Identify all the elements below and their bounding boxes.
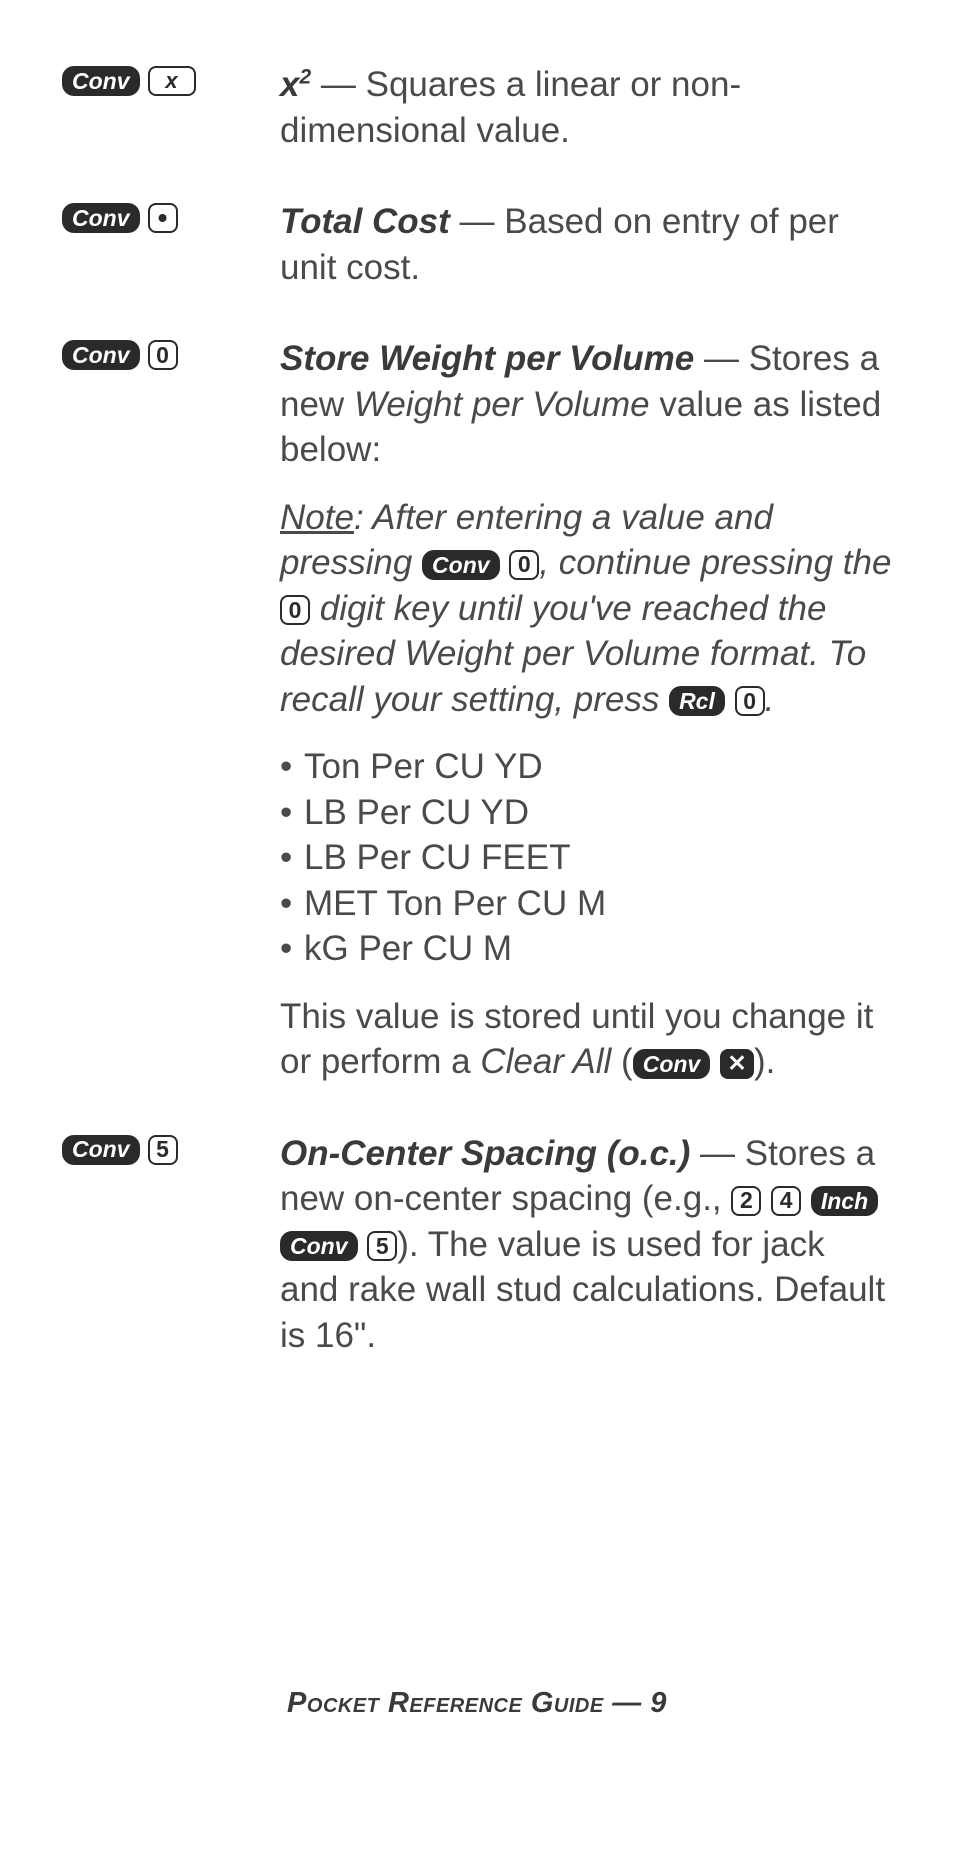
keys-totalcost: Conv: [62, 199, 280, 312]
list-item: •LB Per CU YD: [280, 790, 892, 836]
four-key-icon: 4: [771, 1186, 801, 1216]
list-item: •MET Ton Per CU M: [280, 881, 892, 927]
rcl-key-icon: Rcl: [669, 686, 725, 716]
conv-key-icon: Conv: [280, 1231, 358, 1261]
zero-key-icon: 0: [509, 550, 539, 580]
page-content: Conv x x2 — Squares a linear or non-dime…: [62, 62, 892, 1404]
bullet-list: •Ton Per CU YD •LB Per CU YD •LB Per CU …: [280, 744, 892, 972]
list-item: •kG Per CU M: [280, 926, 892, 972]
note-p2: , continue pressing the: [539, 543, 891, 582]
list-item: •LB Per CU FEET: [280, 835, 892, 881]
list-item: •Ton Per CU YD: [280, 744, 892, 790]
two-key-icon: 2: [731, 1186, 761, 1216]
five-key-icon: 5: [367, 1231, 397, 1261]
footer-text: Pocket Reference Guide — 9: [287, 1687, 667, 1719]
conv-key-icon: Conv: [633, 1049, 711, 1079]
desc-oncenter: On-Center Spacing (o.c.) — Stores a new …: [280, 1131, 892, 1381]
dot-key-icon: [148, 203, 178, 233]
bullet-text: MET Ton Per CU M: [304, 881, 606, 927]
term-oncenter: On-Center Spacing (o.c.): [280, 1134, 690, 1173]
x-key-icon: ✕: [720, 1049, 754, 1079]
bullet-text: LB Per CU FEET: [304, 835, 570, 881]
note-p3: digit key until you've reached the desir…: [280, 589, 866, 719]
bullet-text: kG Per CU M: [304, 926, 512, 972]
after-text: This value is stored until you change it…: [280, 994, 892, 1085]
entry-oncenter: Conv 5 On-Center Spacing (o.c.) — Stores …: [62, 1131, 892, 1381]
conv-key-icon: Conv: [62, 203, 140, 233]
after-paren-close: ).: [754, 1042, 775, 1081]
conv-key-icon: Conv: [62, 340, 140, 370]
sqrt-key-icon: x: [148, 66, 196, 96]
conv-key-icon: Conv: [62, 1135, 140, 1165]
keys-xsq: Conv x: [62, 62, 280, 175]
page-footer: Pocket Reference Guide — 9: [0, 1687, 954, 1720]
after-paren-open: (: [611, 1042, 632, 1081]
entry-totalcost: Conv Total Cost — Based on entry of per …: [62, 199, 892, 312]
entry-storeweight: Conv 0 Store Weight per Volume — Stores a…: [62, 336, 892, 1107]
desc-p1-italic: Weight per Volume: [354, 385, 650, 424]
bullet-text: Ton Per CU YD: [304, 744, 543, 790]
term-totalcost: Total Cost: [280, 202, 450, 241]
bullet-text: LB Per CU YD: [304, 790, 529, 836]
note-block: Note: After entering a value and pressin…: [280, 495, 892, 723]
desc-xsq: x2 — Squares a linear or non-dimensional…: [280, 62, 892, 175]
entry-xsq: Conv x x2 — Squares a linear or non-dime…: [62, 62, 892, 175]
zero-key-icon: 0: [735, 686, 765, 716]
note-p4: .: [765, 680, 775, 719]
inch-key-icon: Inch: [811, 1186, 878, 1216]
after-italic: Clear All: [480, 1042, 611, 1081]
zero-key-icon: 0: [280, 595, 310, 625]
keys-oncenter: Conv 5: [62, 1131, 280, 1381]
term-storeweight: Store Weight per Volume: [280, 339, 694, 378]
term-xsq: x2: [280, 65, 311, 104]
desc-totalcost: Total Cost — Based on entry of per unit …: [280, 199, 892, 312]
conv-key-icon: Conv: [62, 66, 140, 96]
keys-storeweight: Conv 0: [62, 336, 280, 1107]
desc-storeweight: Store Weight per Volume — Stores a new W…: [280, 336, 892, 1107]
note-label: Note: [280, 498, 354, 537]
five-key-icon: 5: [148, 1135, 178, 1165]
conv-key-icon: Conv: [422, 550, 500, 580]
zero-key-icon: 0: [148, 340, 178, 370]
